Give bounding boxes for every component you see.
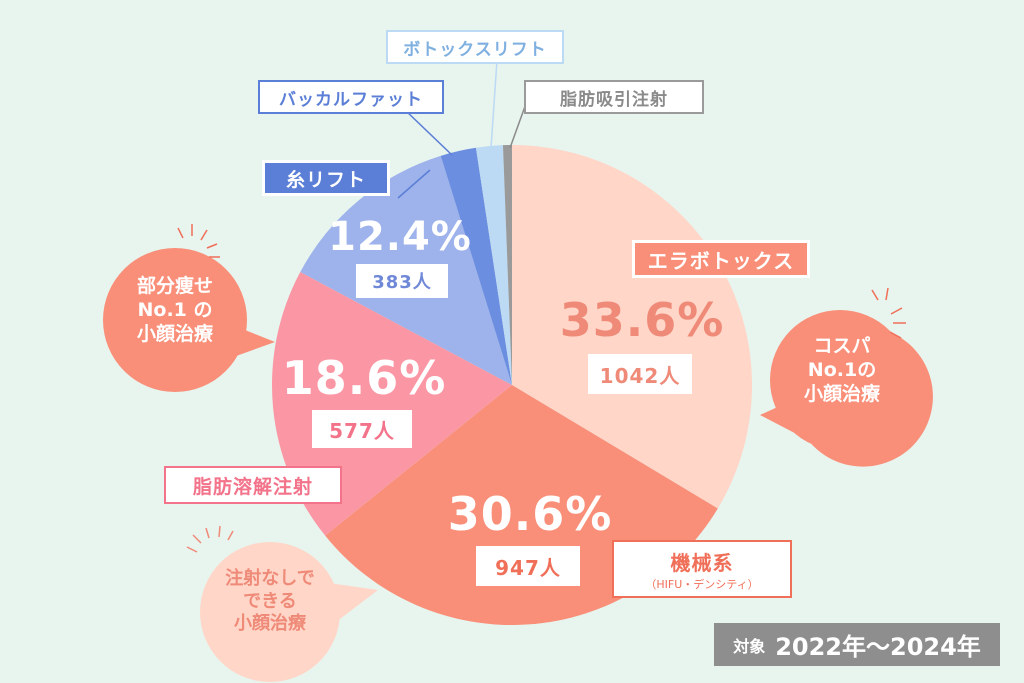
machine-label: 機械系 bbox=[670, 550, 734, 575]
slice-percent-machine: 30.6% bbox=[447, 487, 613, 541]
period-value: 2022年〜2024年 bbox=[775, 633, 981, 661]
bubble-no-injection-text: 注射なしで できる 小顔治療 bbox=[225, 568, 315, 634]
pie-slice-0 bbox=[512, 145, 753, 509]
slice-percent-elabotox: 33.6% bbox=[559, 293, 725, 347]
period-box: 対象 2022年〜2024年 bbox=[714, 623, 1000, 666]
slice-count-fat-dissolve: 577人 bbox=[312, 410, 412, 448]
category-label-elabotox: エラボトックス bbox=[632, 240, 810, 278]
category-label-botox-lift: ボトックスリフト bbox=[386, 30, 564, 64]
bubble-partial-text: 部分痩せ No.1 の 小顔治療 bbox=[136, 275, 213, 345]
category-label-liposuction-injection: 脂肪吸引注射 bbox=[524, 80, 704, 114]
slice-count-thread-lift: 383人 bbox=[356, 264, 448, 298]
category-label-buccal-fat: バッカルファット bbox=[258, 80, 444, 114]
sparkles bbox=[177, 224, 906, 553]
slice-count-elabotox: 1042人 bbox=[588, 354, 692, 394]
slice-percent-fat-dissolve: 18.6% bbox=[281, 351, 447, 405]
pie-slice-6 bbox=[502, 145, 512, 385]
pie-slice-4 bbox=[440, 147, 512, 385]
speech-bubbles bbox=[103, 248, 933, 682]
pie-slice-5 bbox=[475, 145, 512, 385]
slice-percent-thread-lift: 12.4% bbox=[328, 214, 472, 260]
period-label: 対象 bbox=[733, 636, 766, 656]
machine-sublabel: （HIFU・デンシティ） bbox=[645, 577, 759, 591]
category-label-fat-dissolve: 脂肪溶解注射 bbox=[164, 466, 342, 504]
bubble-cospa-text: コスパ No.1の 小顔治療 bbox=[803, 335, 880, 405]
category-label-machine: 機械系 （HIFU・デンシティ） bbox=[612, 540, 792, 598]
category-label-thread-lift: 糸リフト bbox=[262, 160, 390, 196]
slice-count-machine: 947人 bbox=[476, 546, 580, 586]
